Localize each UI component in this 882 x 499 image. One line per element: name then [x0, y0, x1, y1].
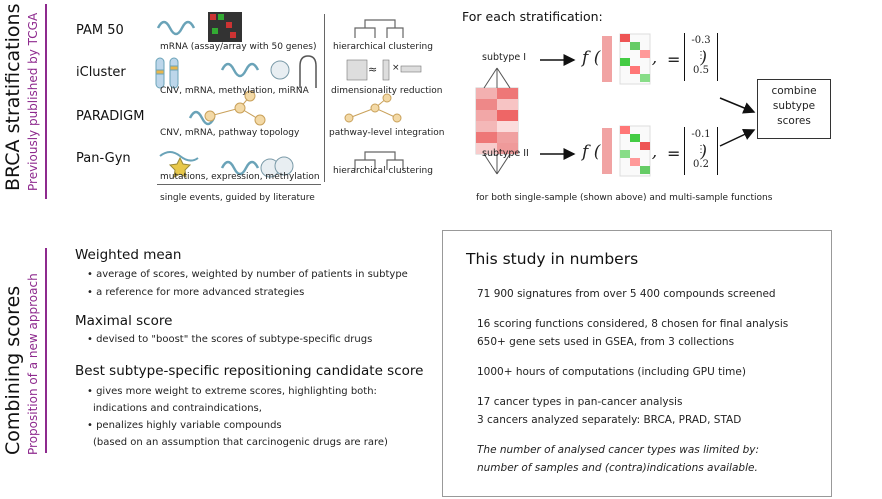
expression-matrix-icon	[475, 87, 519, 155]
section-maximal-score: Maximal score	[75, 313, 173, 329]
stratification-pipeline	[475, 33, 756, 177]
times-sign-icon: ×	[392, 63, 400, 73]
caption-pangyn-data: mutations, expression, methylation	[160, 172, 320, 182]
heatmap-thumbnail-icon	[208, 12, 242, 42]
caption-pam50-data: mRNA (assay/array with 50 genes)	[160, 42, 317, 52]
mirna-hairpin-icon	[299, 55, 317, 88]
stat-computations: 1000+ hours of computations (including G…	[477, 366, 746, 378]
matrix-factorization-icon	[346, 59, 422, 81]
equals-sign-2: =	[667, 144, 681, 163]
data-footer: single events, guided by literature	[160, 193, 315, 203]
note-line-1: The number of analysed cancer types was …	[477, 444, 760, 456]
bullet-weighted-1: • average of scores, weighted by number …	[87, 269, 408, 280]
data-icons	[155, 12, 317, 178]
pathway-network-icon	[344, 93, 402, 123]
combining-scores-title: Combining scores	[2, 285, 24, 455]
chromosome-icon	[155, 57, 179, 89]
stat-scoring-functions: 16 scoring functions considered, 8 chose…	[477, 318, 789, 330]
stat-cancer-types: 17 cancer types in pan-cancer analysis	[477, 396, 683, 408]
stratifications-subtitle: Previously published by TCGA	[26, 12, 40, 191]
study-numbers-title: This study in numbers	[466, 250, 639, 268]
combining-divider	[45, 248, 47, 453]
dendrogram-icon	[354, 19, 404, 170]
note-line-2: number of samples and (contra)indication…	[477, 462, 758, 474]
bullet-best-2: • penalizes highly variable compounds	[87, 420, 282, 431]
subtype-1-label: subtype I	[482, 52, 527, 63]
function-1-label: f ( , )	[582, 48, 708, 68]
mutation-star-icon	[159, 151, 199, 178]
arrow-to-combine-1	[719, 97, 756, 114]
pipeline-footer: for both single-sample (shown above) and…	[476, 193, 773, 203]
section-weighted-mean: Weighted mean	[75, 247, 182, 263]
column-divider	[324, 14, 325, 182]
technique-icons	[344, 19, 422, 170]
equals-sign-1: =	[667, 50, 681, 69]
caption-pam50-technique: hierarchical clustering	[333, 42, 433, 52]
section-best-subtype: Best subtype-specific repositioning cand…	[75, 363, 424, 379]
function-2-label: f ( , )	[582, 142, 708, 162]
stratifications-title: BRCA stratifications	[2, 3, 24, 191]
bullet-best-1: • gives more weight to extreme scores, h…	[87, 386, 377, 397]
stratifications-divider	[45, 4, 47, 199]
score-vector-2: -0.1 ⋮ 0.2	[684, 127, 718, 175]
bullet-best-1b: indications and contraindications,	[93, 403, 262, 414]
bullet-weighted-2: • a reference for more advanced strategi…	[87, 287, 305, 298]
caption-paradigm-technique: pathway-level integration	[329, 128, 445, 138]
data-footer-rule	[157, 184, 321, 185]
arrow-to-combine-2	[719, 129, 756, 147]
study-numbers-box	[442, 230, 832, 497]
stat-signatures: 71 900 signatures from over 5 400 compou…	[477, 288, 776, 300]
method-pam50: PAM 50	[76, 23, 124, 38]
caption-icluster-data: CNV, mRNA, methylation, miRNA	[160, 86, 309, 96]
stat-gene-sets: 650+ gene sets used in GSEA, from 3 coll…	[477, 336, 735, 348]
method-icluster: iCluster	[76, 65, 126, 80]
combining-scores-subtitle: Proposition of a new approach	[26, 273, 40, 455]
nucleosome-icon	[260, 60, 294, 178]
method-pangyn: Pan-Gyn	[76, 151, 131, 166]
pathway-graph-icon	[204, 90, 266, 126]
bullet-best-2b: (based on an assumption that carcinogeni…	[93, 437, 388, 448]
score-vector-1: -0.3 ⋮ 0.5	[684, 33, 718, 81]
bullet-maximal-1: • devised to "boost" the scores of subty…	[87, 334, 373, 345]
dna-icon	[156, 20, 260, 176]
signature-matrix-2-icon	[602, 125, 651, 177]
approx-sign-icon: ≈	[368, 63, 378, 76]
caption-pangyn-technique: hierarchical clustering	[333, 166, 433, 176]
split-lines	[483, 67, 511, 175]
method-paradigm: PARADIGM	[76, 109, 145, 124]
subtype-2-label: subtype II	[482, 148, 529, 159]
signature-matrix-1-icon	[602, 33, 651, 85]
for-each-title: For each stratification:	[462, 9, 603, 24]
combine-scores-box: combine subtype scores	[757, 79, 831, 139]
caption-icluster-technique: dimensionality reduction	[331, 86, 443, 96]
stat-separate-cancers: 3 cancers analyzed separately: BRCA, PRA…	[477, 414, 742, 426]
caption-paradigm-data: CNV, mRNA, pathway topology	[160, 128, 300, 138]
